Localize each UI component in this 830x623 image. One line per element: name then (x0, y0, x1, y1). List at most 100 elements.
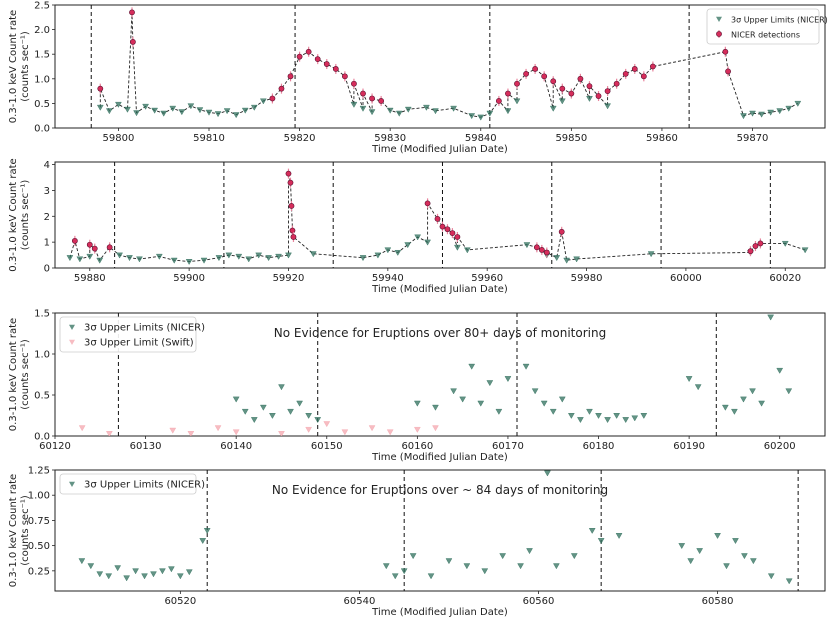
x-tick-label: 59810 (193, 133, 225, 144)
detection-point (604, 88, 611, 94)
x-tick-label: 60000 (670, 273, 702, 284)
legend: 3σ Upper Limits (NICER) (59, 473, 205, 495)
y-tick-label: 0.5 (34, 99, 50, 110)
legend-label: 3σ Upper Limit (Swift) (84, 338, 194, 349)
nicer-upper-limit-point (468, 113, 476, 120)
nicer-upper-limit-point (409, 553, 417, 560)
nicer-upper-limit-point (577, 417, 584, 424)
detection-point (314, 56, 321, 63)
nicer-upper-limit-point (96, 571, 104, 578)
nicer-upper-limit-point (235, 253, 243, 260)
detection-point (86, 241, 93, 248)
x-tick-label: 59880 (74, 273, 106, 284)
nicer-upper-limit-point (96, 104, 104, 111)
x-tick-label: 60540 (344, 596, 376, 607)
nicer-upper-limit-point (563, 257, 571, 264)
nicer-upper-limit-point (513, 98, 521, 105)
series-connector (69, 173, 806, 262)
detection-point (532, 66, 539, 72)
nicer-upper-limit-point (391, 573, 399, 580)
swift-upper-limit-point (386, 429, 394, 436)
y-tick-label: 0 (44, 264, 50, 275)
nicer-upper-limit-point (640, 413, 648, 419)
detection-point (725, 68, 731, 75)
x-tick-label: 60180 (583, 441, 615, 452)
detection-point (595, 93, 602, 99)
nicer-upper-limit-point (631, 415, 639, 422)
nicer-upper-limit-point (160, 110, 168, 117)
nicer-upper-limit-point (749, 388, 756, 395)
detection-point (495, 98, 502, 104)
swift-upper-limit-point (341, 429, 349, 436)
detection-point (287, 73, 294, 80)
detection-point (341, 73, 348, 80)
nicer-upper-limit-point (722, 404, 729, 411)
nicer-upper-limit-point (187, 103, 195, 110)
nicer-upper-limit-point (767, 109, 774, 116)
x-tick-label: 59870 (737, 133, 769, 144)
nicer-upper-limit-point (132, 568, 139, 575)
swift-upper-limit-point (214, 425, 222, 432)
nicer-upper-limit-point (225, 252, 233, 259)
x-axis-label: Time (Modified Julian Date) (371, 452, 508, 463)
nicer-upper-limit-point (767, 573, 775, 580)
nicer-upper-limit-point (785, 388, 793, 395)
detection-point (752, 243, 759, 249)
nicer-upper-limit-point (459, 396, 466, 403)
nicer-upper-limit-point (87, 563, 95, 570)
nicer-upper-limit-point (78, 558, 86, 565)
detection-point (332, 66, 339, 72)
nicer-upper-limit-point (615, 533, 623, 539)
detection-point (71, 237, 78, 244)
legend: 3σ Upper Limits (NICER) NICER detections (706, 8, 828, 45)
x-tick-label: 60140 (220, 441, 252, 452)
nicer-upper-limit-point (573, 256, 580, 263)
nicer-upper-limit-point (260, 98, 267, 105)
nicer-upper-limit-point (776, 367, 784, 374)
nicer-upper-limit-point (740, 113, 747, 120)
nicer-upper-limit-point (124, 106, 131, 113)
x-tick-label: 59860 (646, 133, 678, 144)
nicer-upper-limit-point (203, 528, 211, 534)
nicer-upper-limit-point (758, 400, 765, 407)
nicer-upper-limit-point (278, 384, 285, 391)
nicer-upper-limit-point (486, 380, 494, 387)
detection-point (289, 227, 296, 234)
detection-point (278, 85, 285, 92)
nicer-upper-limit-point (741, 553, 748, 560)
nicer-upper-limit-point (553, 563, 560, 570)
nicer-upper-limit-point (96, 257, 104, 264)
plot-area (78, 313, 793, 436)
x-tick-label: 60170 (492, 441, 524, 452)
nicer-upper-limit-point (549, 408, 557, 415)
nicer-upper-limit-point (386, 107, 394, 114)
nicer-upper-limit-point (255, 252, 263, 259)
nicer-upper-limit-point (136, 256, 143, 263)
nicer-upper-limit-point (170, 257, 178, 264)
plot-area (78, 470, 799, 591)
y-tick-label: 3 (44, 186, 50, 197)
nicer-upper-limit-point (794, 100, 802, 107)
y-axis-units: (counts sec⁻¹) (20, 31, 31, 102)
nicer-upper-limit-point (450, 388, 457, 395)
panel-3: 60120 60130 60140 60150 60160 60170 60180 60190… (8, 309, 826, 463)
detection-point (378, 98, 385, 104)
x-tick-label: 60190 (673, 441, 705, 452)
legend-label: NICER detections (731, 31, 800, 40)
nicer-upper-limit-point (504, 376, 512, 383)
nicer-upper-limit-point (404, 242, 412, 249)
detection-point (305, 48, 312, 55)
nicer-upper-limit-point (468, 363, 476, 370)
x-tick-label: 59820 (284, 133, 316, 144)
legend-label: 3σ Upper Limits (NICER) (731, 16, 828, 25)
nicer-upper-limit-point (141, 573, 148, 580)
detection-point (538, 247, 545, 253)
x-axis-label: Time (Modified Julian Date) (371, 607, 508, 618)
nicer-upper-limit-point (414, 234, 421, 241)
nicer-upper-limit-point (305, 413, 312, 419)
nicer-upper-limit-point (597, 538, 605, 544)
nicer-upper-limit-point (427, 573, 435, 580)
nicer-upper-limit-point (758, 111, 765, 118)
detection-point (568, 90, 575, 97)
detection-point (424, 200, 431, 207)
